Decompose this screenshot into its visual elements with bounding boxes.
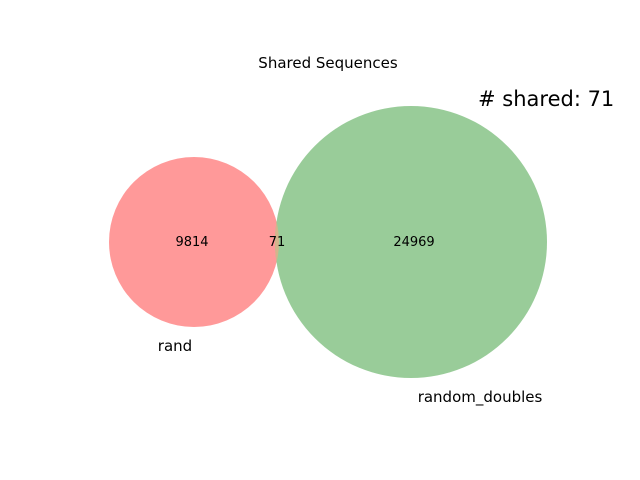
set-label-random-doubles: random_doubles — [418, 388, 543, 407]
shared-count-annotation: # shared: 71 — [478, 87, 614, 111]
intersection-count: 71 — [269, 235, 286, 250]
random-doubles-only-count: 24969 — [393, 235, 434, 250]
venn-circle-random-doubles — [275, 106, 547, 378]
chart-title: Shared Sequences — [258, 54, 398, 72]
set-label-rand: rand — [158, 337, 192, 355]
rand-only-count: 9814 — [175, 235, 208, 250]
venn-circle-rand — [109, 157, 279, 327]
